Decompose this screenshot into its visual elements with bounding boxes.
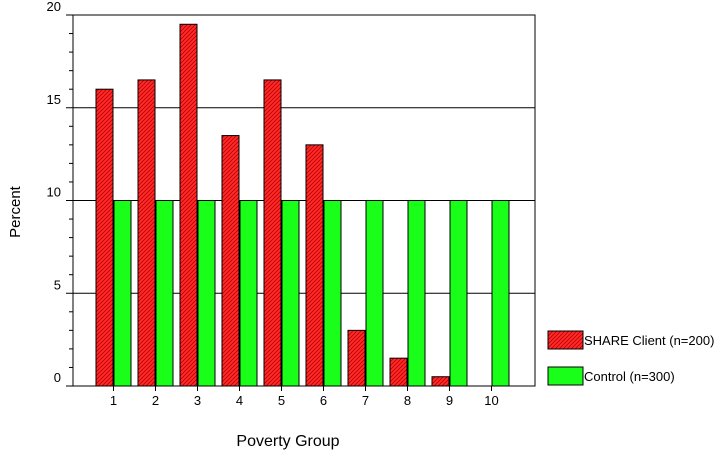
y-tick-label: 0 <box>54 370 61 385</box>
y-tick-label: 5 <box>54 277 61 292</box>
bar-control-8 <box>407 200 426 387</box>
bar-share-client-9 <box>431 376 450 387</box>
bar-control-9 <box>449 200 468 387</box>
bar-share-client-5 <box>263 79 282 387</box>
bar-control-6 <box>323 200 342 387</box>
x-tick-label: 5 <box>278 393 285 408</box>
bar-control-7 <box>365 200 384 387</box>
x-axis-label: Poverty Group <box>236 433 339 450</box>
bars <box>95 23 510 387</box>
bar-share-client-1 <box>95 88 114 387</box>
legend-swatch <box>547 366 584 386</box>
y-tick-label: 15 <box>47 92 61 107</box>
x-tick-label: 3 <box>194 393 201 408</box>
x-tick-label: 10 <box>484 393 498 408</box>
bar-share-client-3 <box>179 23 198 387</box>
x-tick-label: 9 <box>446 393 453 408</box>
bar-share-client-7 <box>347 329 366 387</box>
bar-share-client-8 <box>389 357 408 387</box>
legend-label: Control (n=300) <box>584 369 675 384</box>
bar-control-4 <box>239 200 258 387</box>
x-tick-label: 6 <box>320 393 327 408</box>
x-tick-label: 1 <box>110 393 117 408</box>
bar-control-5 <box>281 200 300 387</box>
bar-control-10 <box>491 200 510 387</box>
y-tick-label: 10 <box>47 185 61 200</box>
x-tick-label: 7 <box>362 393 369 408</box>
bar-control-1 <box>113 200 132 387</box>
x-tick-label: 2 <box>152 393 159 408</box>
legend-label: SHARE Client (n=200) <box>584 333 714 348</box>
legend-swatch <box>547 330 584 350</box>
x-tick-label: 8 <box>404 393 411 408</box>
bar-control-2 <box>155 200 174 387</box>
legend: SHARE Client (n=200) Control (n=300) <box>547 330 714 386</box>
x-tick-label: 4 <box>236 393 243 408</box>
bar-share-client-6 <box>305 144 324 387</box>
bar-share-client-4 <box>221 135 240 387</box>
bar-share-client-2 <box>137 79 156 387</box>
y-axis-ticks: 0 5 10 15 20 <box>47 0 73 387</box>
y-tick-label: 20 <box>47 0 61 14</box>
y-axis-label: Percent <box>7 185 24 238</box>
bar-control-3 <box>197 200 216 387</box>
x-axis-ticks: 1 2 3 4 5 6 7 8 9 10 <box>110 386 499 408</box>
